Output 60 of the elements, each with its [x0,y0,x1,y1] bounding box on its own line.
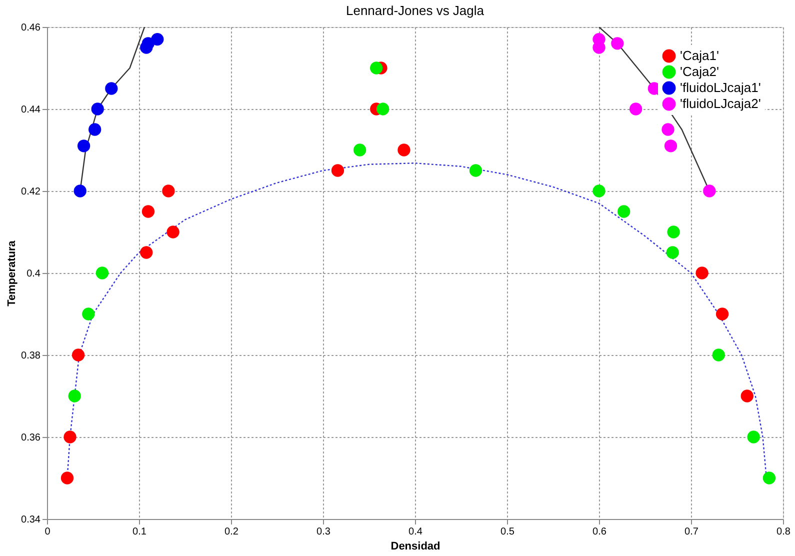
point [712,348,725,362]
point [162,184,175,198]
x-tick-label: 0.1 [132,526,147,538]
point [142,205,155,218]
legend-label: 'fluidoLJcaja1' [680,80,761,95]
legend-label: 'Caja1' [680,48,719,63]
x-tick-label: 0.7 [684,526,699,538]
point [618,205,630,218]
point [398,144,410,156]
x-axis-title: Densidad [390,540,440,552]
chart-title: Lennard-Jones vs Jagla [346,3,485,18]
x-tick-label: 0 [44,526,51,538]
y-tick-label: 0.38 [21,350,41,362]
point [667,226,680,238]
point [703,184,716,198]
point [664,140,678,152]
point [629,102,642,116]
legend-label: 'Caja2' [680,64,719,79]
point [105,82,118,95]
y-tick-label: 0.4 [26,268,41,280]
x-tick-label: 0.8 [776,526,791,538]
x-tick-label: 0.6 [592,526,607,538]
legend-label: 'fluidoLJcaja2' [680,96,761,111]
point [331,164,344,177]
point [60,472,74,484]
point [716,308,729,320]
point [469,164,482,177]
point [762,472,776,484]
point [96,266,109,280]
x-tick-label: 0.3 [316,526,331,538]
point [151,32,164,46]
y-tick-label: 0.36 [21,432,41,444]
point [77,140,90,152]
point [662,123,674,136]
y-tick-label: 0.46 [21,22,41,34]
point [611,37,624,50]
point [592,184,606,198]
y-tick-label: 0.44 [21,104,41,116]
point [370,62,383,74]
point [740,390,754,402]
point [666,246,679,259]
x-tick-label: 0.2 [224,526,239,538]
point [353,144,366,156]
x-tick-label: 0.5 [500,526,515,538]
x-tick-label: 0.4 [408,526,423,538]
point [68,390,81,402]
y-axis-title: Temperatura [6,240,18,306]
point [88,123,102,136]
point [166,226,180,238]
point [72,348,85,362]
point [64,430,76,444]
point [74,184,86,198]
point [696,266,708,280]
point [747,430,760,444]
point [82,308,95,320]
y-tick-label: 0.34 [21,514,41,526]
point [91,102,104,116]
y-tick-label: 0.42 [21,186,41,198]
point [376,102,390,116]
point [140,246,153,259]
